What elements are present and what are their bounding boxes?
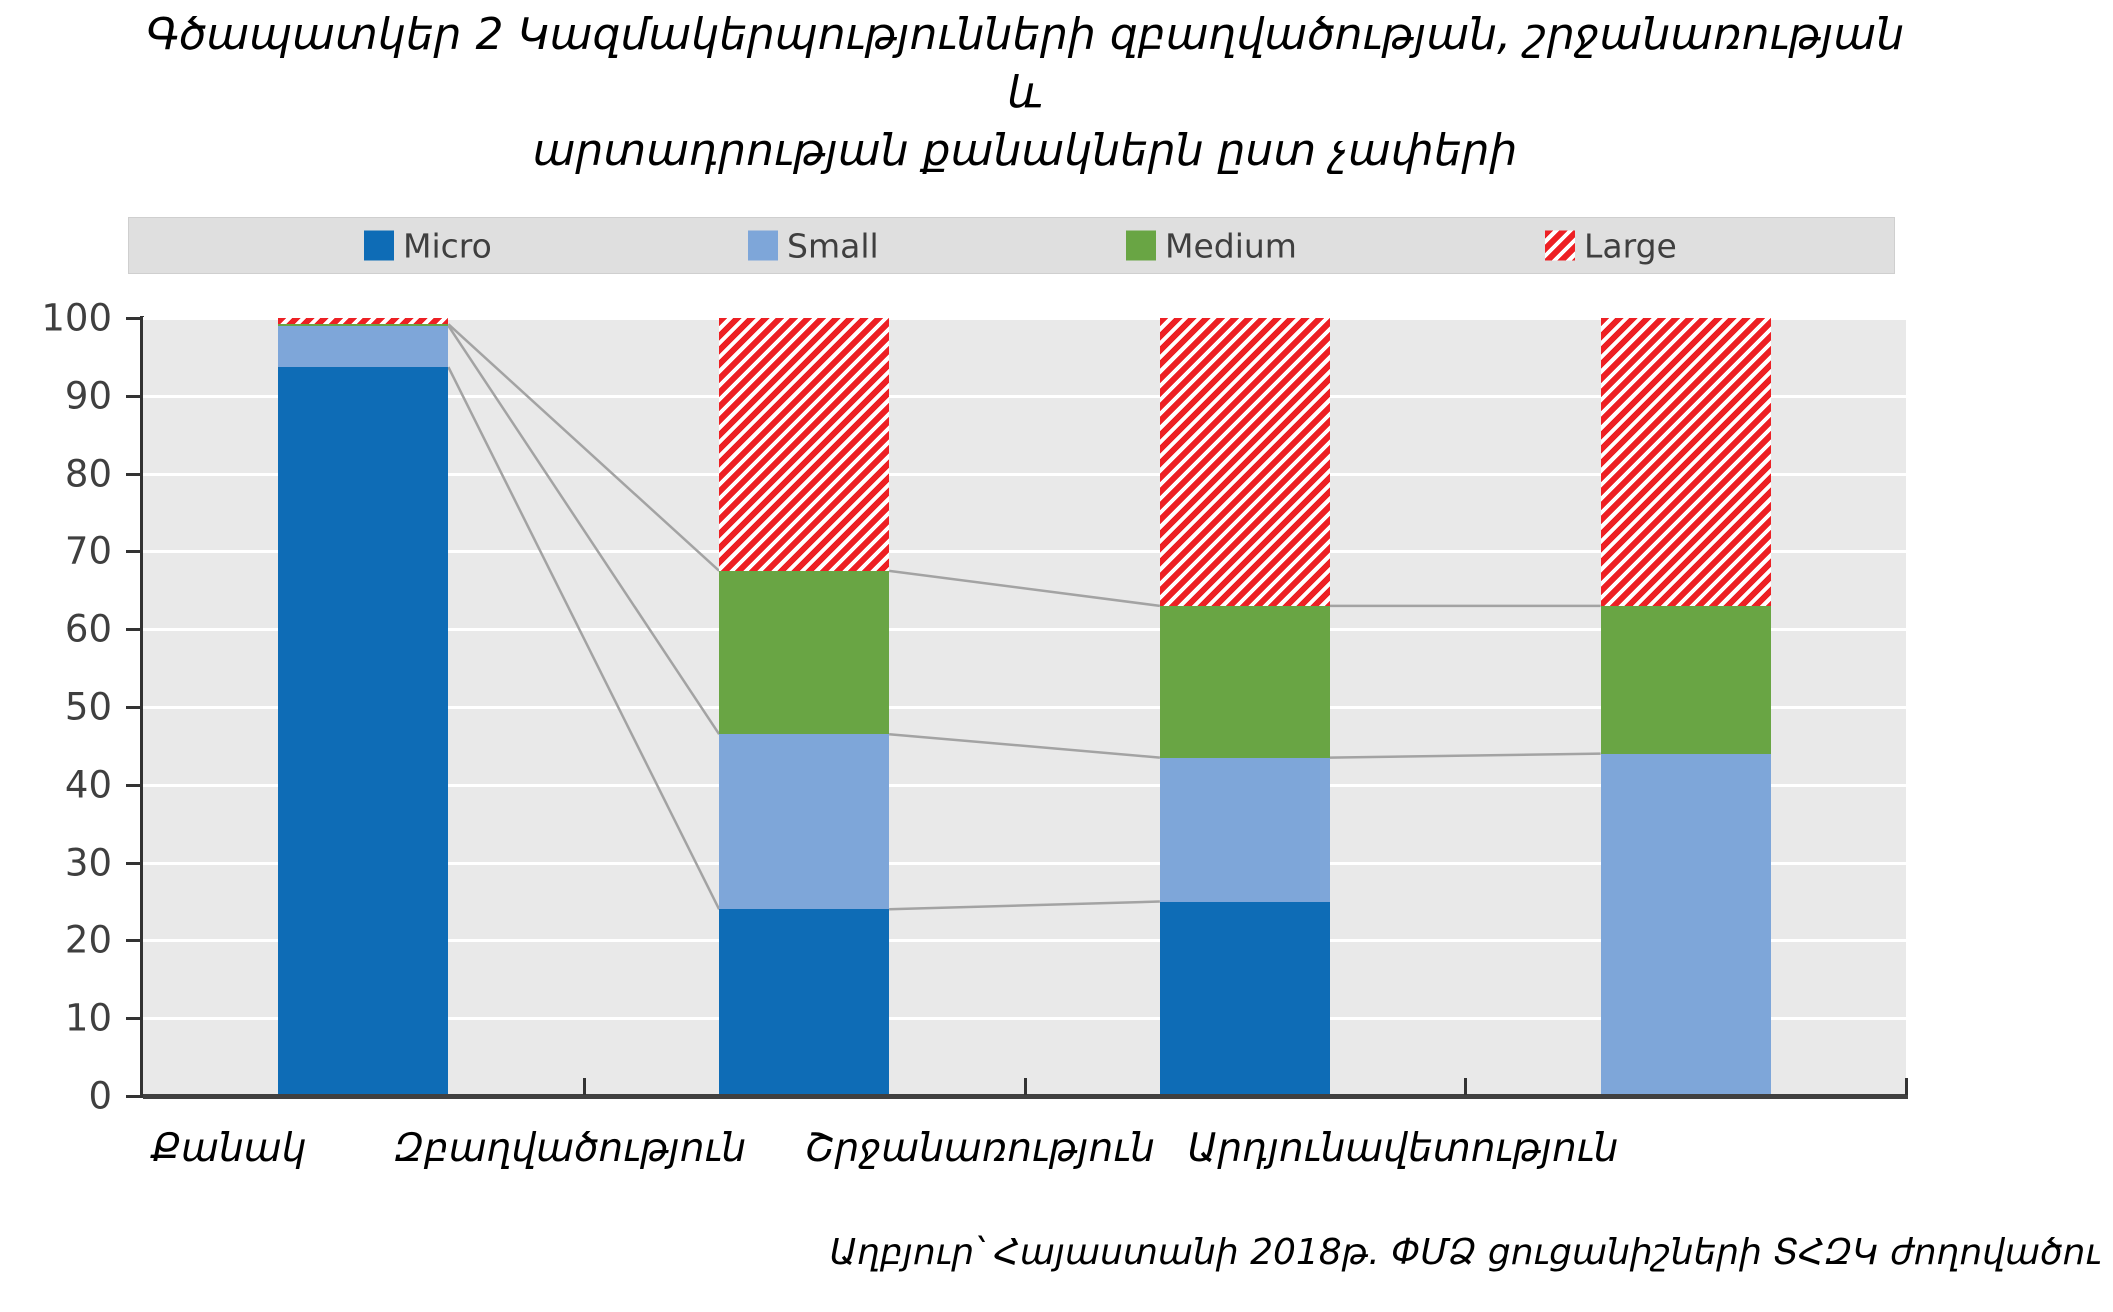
connector-line	[447, 325, 721, 735]
connector-line	[447, 323, 720, 572]
y-tick-label-60: 60	[64, 607, 112, 651]
y-tick-0	[126, 1095, 143, 1098]
legend-label: Micro	[403, 226, 492, 265]
legend-swatch-large-icon	[1545, 230, 1575, 261]
bar-segment-micro-0	[278, 367, 449, 1096]
connector-line	[888, 569, 1161, 608]
y-tick-20	[126, 939, 143, 943]
legend-item-micro: Micro	[364, 226, 492, 265]
legend: Micro Small Medium Large	[128, 217, 1895, 274]
chart-title-line1: Գծապատկեր 2 Կազմակերպությունների զբաղված…	[145, 9, 1905, 119]
y-tick-label-30: 30	[64, 841, 112, 885]
gridline-10	[143, 1017, 1906, 1021]
y-tick-30	[126, 861, 143, 865]
y-tick-label-70: 70	[64, 529, 112, 573]
bar-segment-small-2	[1159, 757, 1330, 902]
y-tick-40	[126, 783, 143, 787]
y-tick-label-100: 100	[41, 296, 112, 340]
bar-segment-medium-2	[1159, 605, 1330, 758]
bar-segment-medium-3	[1600, 605, 1771, 754]
legend-label: Medium	[1165, 226, 1297, 265]
connector-line	[447, 366, 721, 910]
legend-item-small: Small	[748, 226, 879, 265]
x-category-label-3: Արդյունավետություն	[1187, 1126, 1619, 1171]
bar-segment-large-0	[278, 318, 449, 325]
legend-swatch-micro-icon	[364, 230, 394, 261]
x-tick-4	[1905, 1078, 1908, 1095]
bar-segment-small-0	[278, 325, 449, 368]
legend-label: Small	[787, 226, 879, 265]
gridline-90	[143, 394, 1906, 398]
y-tick-80	[126, 472, 143, 476]
x-tick-2	[1023, 1078, 1027, 1095]
connector-line	[1329, 752, 1601, 759]
chart-title: Գծապատկեր 2 Կազմակերպությունների զբաղված…	[140, 6, 1910, 180]
y-tick-label-50: 50	[64, 685, 112, 729]
legend-item-medium: Medium	[1126, 226, 1297, 265]
x-category-label-2: Շրջանառություն	[805, 1126, 1155, 1171]
y-tick-10	[126, 1017, 143, 1021]
gridline-100	[143, 317, 1906, 320]
plot-area	[143, 317, 1906, 1096]
y-tick-label-20: 20	[64, 918, 112, 962]
legend-label: Large	[1584, 226, 1677, 265]
x-tick-3	[1464, 1078, 1468, 1095]
gridline-60	[143, 628, 1906, 632]
gridline-30	[143, 861, 1906, 865]
x-axis-line	[143, 1094, 1908, 1099]
connector-line	[889, 732, 1160, 759]
legend-item-large: Large	[1545, 226, 1677, 265]
bar-segment-large-3	[1600, 318, 1771, 606]
y-tick-100	[126, 317, 143, 320]
y-tick-label-0: 0	[88, 1074, 112, 1118]
gridline-70	[143, 550, 1906, 554]
bar-segment-micro-2	[1159, 901, 1330, 1096]
y-tick-70	[126, 550, 143, 554]
bar-segment-micro-1	[719, 909, 890, 1096]
x-category-label-1: Զբաղվածություն	[393, 1126, 747, 1171]
legend-swatch-small-icon	[748, 230, 778, 261]
bar-segment-large-1	[719, 318, 890, 571]
bar-segment-medium-0	[278, 324, 449, 326]
connector-line	[889, 900, 1160, 911]
chart-title-line2: արտադրության քանակներն ըստ չափերի	[532, 125, 1518, 177]
y-tick-label-40: 40	[64, 763, 112, 807]
gridline-20	[143, 939, 1906, 943]
source-note: Աղբյուր՝ Հայաստանի 2018թ. ՓՄՁ ցուցանիշնե…	[829, 1232, 2101, 1273]
y-tick-90	[126, 394, 143, 398]
y-tick-label-90: 90	[64, 374, 112, 418]
y-tick-60	[126, 628, 143, 632]
x-category-label-0: Քանակ	[151, 1126, 307, 1171]
y-tick-label-80: 80	[64, 452, 112, 496]
legend-swatch-medium-icon	[1126, 230, 1156, 261]
gridline-50	[143, 706, 1906, 709]
y-tick-50	[126, 706, 143, 709]
bar-segment-medium-1	[719, 570, 890, 735]
bar-segment-small-3	[1600, 753, 1771, 1096]
gridline-40	[143, 783, 1906, 787]
bar-segment-small-1	[719, 734, 890, 910]
x-tick-1	[582, 1078, 586, 1095]
gridline-80	[143, 472, 1906, 476]
bar-segment-large-2	[1159, 318, 1330, 606]
y-tick-label-10: 10	[64, 996, 112, 1040]
